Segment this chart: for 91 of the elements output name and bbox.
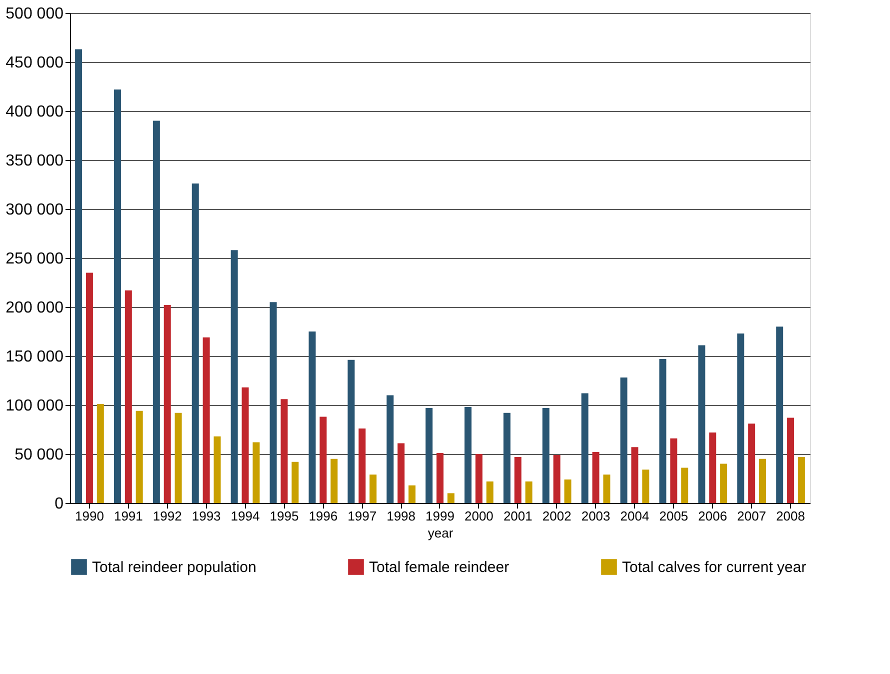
bar (464, 406, 472, 503)
y-tick-label: 350 000 (6, 152, 64, 170)
legend-label: Total female reindeer (369, 559, 510, 576)
bar (192, 184, 199, 503)
bar (358, 428, 366, 503)
bar (514, 456, 522, 503)
bar (486, 481, 494, 503)
bar (748, 424, 756, 503)
bar (553, 454, 560, 503)
bar (280, 399, 288, 503)
bar (698, 345, 706, 503)
bar (759, 458, 766, 503)
bar (252, 442, 260, 503)
y-tick-label: 150 000 (6, 348, 64, 366)
bar (308, 332, 316, 503)
legend-label: Total reindeer population (92, 559, 256, 576)
bar (320, 416, 327, 503)
bar (86, 272, 93, 503)
bar (75, 49, 82, 503)
bar (398, 443, 405, 503)
x-tick-label: 2000 (464, 508, 494, 524)
x-tick-label: 2004 (620, 508, 650, 524)
bar (292, 462, 299, 503)
y-tick-label: 450 000 (6, 54, 64, 72)
x-tick-label: 1992 (152, 508, 182, 524)
bar (659, 358, 666, 503)
bar (164, 305, 171, 503)
bar (426, 408, 433, 503)
x-tick-label: 1994 (230, 508, 260, 524)
bar (503, 412, 510, 503)
x-tick-label: 1991 (114, 508, 143, 524)
x-tick-label: 1990 (75, 508, 104, 524)
x-tick-label: 1997 (348, 508, 377, 524)
bar (370, 474, 377, 503)
bar (776, 326, 784, 503)
y-tick-label: 250 000 (6, 250, 64, 268)
bar (114, 89, 121, 503)
y-tick-label: 200 000 (6, 300, 64, 316)
bar (737, 333, 744, 503)
x-tick-label: 2007 (737, 508, 766, 524)
y-tick-label: 100 000 (6, 398, 64, 414)
bar (214, 436, 221, 503)
bar (798, 456, 805, 503)
bar (242, 387, 249, 503)
x-tick-label: 2002 (542, 508, 572, 524)
bar (436, 453, 444, 503)
bar (202, 337, 210, 503)
bar (330, 458, 338, 503)
x-tick-label: 2005 (659, 508, 688, 524)
bar (720, 464, 728, 503)
bar (620, 378, 628, 503)
bar (152, 120, 160, 503)
x-tick-label: 1993 (192, 508, 221, 524)
x-axis-title: year (428, 526, 454, 540)
x-tick-label: 1996 (308, 508, 338, 524)
bar (230, 250, 238, 503)
x-tick-label: 2008 (776, 508, 805, 524)
x-tick-label: 1999 (426, 508, 454, 524)
bar (681, 468, 688, 503)
bar (525, 481, 532, 503)
bar (447, 493, 454, 503)
x-tick-label: 1995 (270, 508, 299, 524)
legend-label: Total calves for current year (622, 559, 806, 576)
bar (542, 408, 550, 503)
bar (670, 438, 678, 503)
bar (174, 412, 182, 503)
bar (408, 485, 416, 503)
bar (787, 418, 794, 503)
bar (96, 404, 104, 503)
x-tick-label: 2003 (581, 508, 610, 524)
bar (348, 360, 355, 503)
y-tick-label: 300 000 (6, 202, 64, 218)
y-tick-label: 500 000 (6, 6, 64, 22)
bar (270, 302, 277, 503)
bar (642, 470, 650, 503)
bar (475, 454, 482, 503)
bar (386, 395, 394, 503)
bar (136, 410, 143, 503)
bar (592, 452, 600, 503)
bar (603, 474, 610, 503)
y-tick-label: 400 000 (6, 104, 64, 120)
bar (124, 290, 132, 503)
x-tick-label: 2001 (503, 508, 532, 524)
bar (581, 393, 588, 503)
bar (631, 447, 638, 503)
y-tick-label: 50 000 (14, 446, 64, 464)
bar (564, 479, 572, 503)
y-tick-label: 0 (54, 496, 64, 512)
x-tick-label: 2006 (698, 508, 728, 524)
x-tick-label: 1998 (386, 508, 416, 524)
bar (709, 432, 716, 503)
